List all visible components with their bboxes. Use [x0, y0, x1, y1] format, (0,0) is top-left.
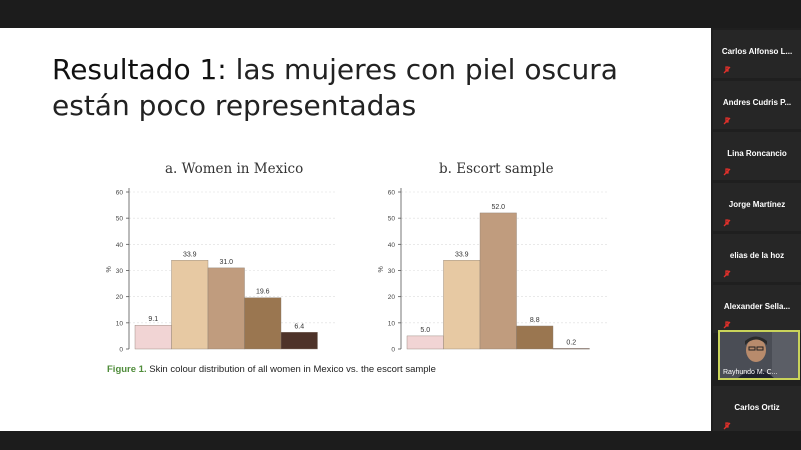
y-tick-label: 40 — [388, 242, 396, 249]
figure-caption: Figure 1. Skin colour distribution of al… — [107, 364, 667, 375]
slide-title-rest: las mujeres con piel oscura están poco r… — [52, 53, 618, 122]
bar-value-label: 6.4 — [294, 323, 304, 330]
bar — [406, 335, 444, 350]
participant-name: Andres Cudris P... — [722, 98, 792, 107]
bar — [244, 297, 282, 350]
y-tick-label: 10 — [388, 320, 396, 327]
slide-title-bold: Resultado 1: — [52, 53, 227, 86]
bottom-bar — [0, 431, 801, 450]
bar-value-label: 8.8 — [530, 317, 540, 324]
muted-mic-icon — [723, 66, 731, 74]
bar-value-label: 33.9 — [455, 251, 469, 258]
active-speaker-name: Rayhundo M. C... — [723, 369, 778, 376]
bar-value-label: 52.0 — [491, 204, 505, 211]
bar-value-label: 5.0 — [420, 327, 430, 334]
bar — [280, 332, 318, 350]
y-tick-label: 30 — [388, 268, 396, 275]
chart-escort-sample: 0 10 20 30 40 50 60% 5.0 33.9 52.0 8.8 0.2 — [378, 182, 609, 362]
bar — [443, 260, 481, 350]
y-tick-label: 10 — [116, 320, 124, 327]
y-tick-label: 40 — [116, 242, 124, 249]
y-tick-label: 20 — [388, 294, 396, 301]
chart-svg: 0 10 20 30 40 50 60% 9.1 33.9 31.0 19.6 6.4 — [106, 188, 335, 354]
participant-tile[interactable]: Lina Roncancio — [713, 132, 801, 180]
muted-mic-icon — [723, 270, 731, 278]
y-tick-label: 30 — [116, 268, 124, 275]
figure: a. Women in Mexico b. Escort sample 0 10 2… — [106, 156, 609, 386]
muted-mic-icon — [723, 321, 731, 329]
muted-mic-icon — [723, 168, 731, 176]
y-axis-label: % — [378, 266, 385, 272]
participant-tile[interactable]: Andres Cudris P... — [713, 81, 801, 129]
figure-caption-text: Skin colour distribution of all women in… — [146, 364, 436, 375]
y-tick-label: 60 — [388, 190, 396, 197]
participant-name: Carlos Ortiz — [734, 403, 780, 412]
muted-mic-icon — [723, 117, 731, 125]
chart-b-title: b. Escort sample — [439, 161, 554, 177]
participant-name: Alexander Sella... — [723, 302, 791, 311]
participant-tile[interactable]: elias de la hoz — [713, 234, 801, 282]
bar — [134, 324, 172, 350]
chart-a-title: a. Women in Mexico — [165, 161, 304, 177]
participant-tile[interactable]: Alexander Sella... — [713, 285, 801, 333]
y-axis-label: % — [106, 266, 113, 272]
bar-value-label: 19.6 — [256, 289, 270, 296]
bar — [207, 267, 245, 350]
muted-mic-icon — [723, 219, 731, 227]
bar — [516, 325, 554, 350]
participant-name: elias de la hoz — [729, 251, 785, 260]
bar — [171, 260, 209, 350]
bar — [552, 348, 590, 350]
figure-caption-tag: Figure 1. — [107, 364, 147, 375]
y-tick-label: 60 — [116, 190, 124, 197]
y-tick-label: 50 — [116, 216, 124, 223]
top-bar — [0, 0, 801, 28]
y-tick-label: 20 — [116, 294, 124, 301]
shared-slide: Resultado 1: las mujeres con piel oscura… — [0, 28, 711, 431]
participant-tile[interactable]: Carlos Alfonso L... — [713, 30, 801, 78]
participant-tile[interactable]: Jorge Martínez — [713, 183, 801, 231]
slide-title: Resultado 1: las mujeres con piel oscura… — [52, 52, 702, 124]
bar-value-label: 33.9 — [183, 251, 197, 258]
active-speaker-video[interactable]: Rayhundo M. C... — [718, 330, 800, 380]
bar-value-label: 0.2 — [566, 339, 576, 346]
chart-svg: 0 10 20 30 40 50 60% 5.0 33.9 52.0 8.8 0.2 — [378, 188, 607, 354]
y-tick-label: 50 — [388, 216, 396, 223]
chart-women-in-mexico: 0 10 20 30 40 50 60% 9.1 33.9 31.0 19.6 6.4 — [106, 182, 337, 362]
y-tick-label: 0 — [119, 347, 123, 354]
bar — [479, 212, 517, 350]
muted-mic-icon — [723, 422, 731, 430]
speaker-avatar — [720, 332, 798, 378]
participant-name: Lina Roncancio — [727, 149, 787, 158]
y-tick-label: 0 — [391, 347, 395, 354]
participant-tile[interactable]: Carlos Ortiz — [713, 386, 801, 434]
bar-value-label: 31.0 — [219, 259, 233, 266]
participant-name: Jorge Martínez — [728, 200, 786, 209]
bar-value-label: 9.1 — [148, 316, 158, 323]
participant-name: Carlos Alfonso L... — [721, 47, 793, 56]
